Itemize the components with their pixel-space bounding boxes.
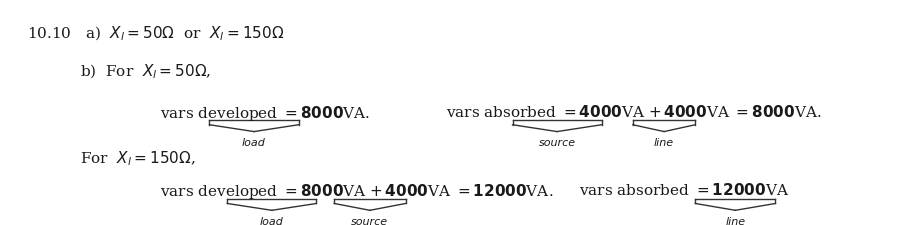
Text: b)  For  $X_l = 50\Omega$,: b) For $X_l = 50\Omega$,: [80, 62, 212, 81]
Text: load: load: [242, 138, 266, 148]
Text: 10.10   a)  $X_l = 50\Omega$  or  $X_l = 150\Omega$: 10.10 a) $X_l = 50\Omega$ or $X_l = 150\…: [26, 25, 284, 43]
Text: vars developed $= \mathbf{8000}$VA $+\, \mathbf{4000}$VA $= \mathbf{12000}$VA.: vars developed $= \mathbf{8000}$VA $+\, …: [161, 182, 554, 201]
Text: line: line: [725, 216, 745, 225]
Text: vars absorbed $= \mathbf{4000}$VA $+\, \mathbf{4000}$VA $= \mathbf{8000}$VA.: vars absorbed $= \mathbf{4000}$VA $+\, \…: [446, 104, 821, 120]
Text: source: source: [352, 216, 388, 225]
Text: For  $X_l = 150\Omega$,: For $X_l = 150\Omega$,: [80, 149, 195, 168]
Text: line: line: [654, 138, 674, 148]
Text: vars absorbed $= \mathbf{12000}$VA: vars absorbed $= \mathbf{12000}$VA: [580, 182, 790, 198]
Text: source: source: [539, 138, 576, 148]
Text: vars developed $= \mathbf{8000}$VA.: vars developed $= \mathbf{8000}$VA.: [161, 104, 371, 123]
Text: load: load: [260, 216, 284, 225]
